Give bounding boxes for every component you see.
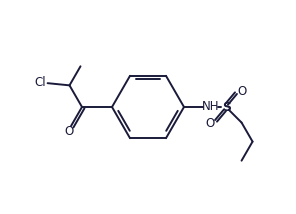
Text: O: O (237, 85, 247, 98)
Text: NH: NH (202, 100, 220, 113)
Text: O: O (64, 125, 74, 138)
Text: O: O (205, 116, 215, 129)
Text: S: S (223, 101, 231, 113)
Text: Cl: Cl (35, 76, 46, 89)
